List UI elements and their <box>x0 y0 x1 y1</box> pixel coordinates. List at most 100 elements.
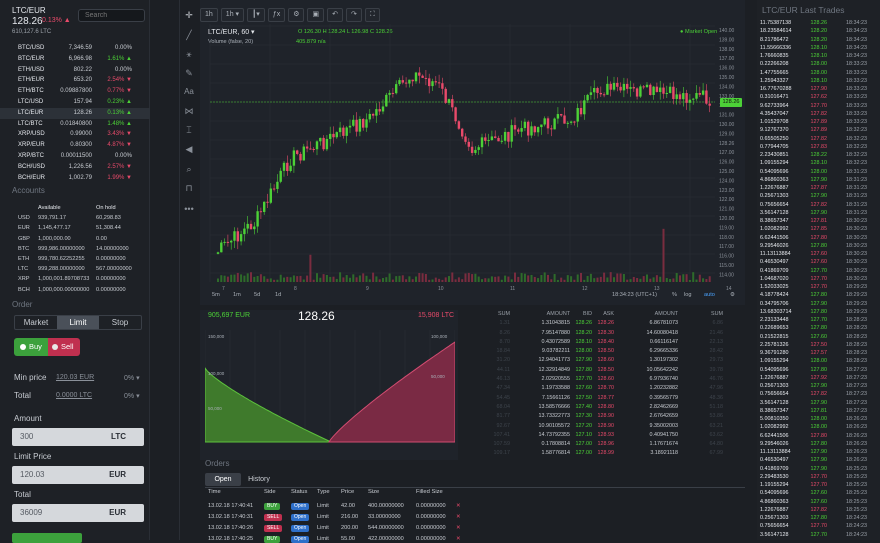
orderbook-row[interactable]: 54.45 7.15661126 127.50 128.77 0.39565779 48.… <box>460 394 745 403</box>
ask-sum: 67.99 <box>709 450 724 457</box>
orderbook-row[interactable]: 81.77 13.73322773 127.30 128.90 2.67642659 53… <box>460 412 745 421</box>
orderbook-row[interactable]: 1.31 1.31043815 128.26 128.26 6.86781073 6.86 <box>460 319 745 328</box>
amount-field[interactable]: 300 LTC <box>12 428 144 446</box>
trade-amount: 2.25781326 <box>760 341 789 348</box>
trade-time: 18:31:23 <box>846 168 867 175</box>
undo-icon[interactable]: ↶ <box>327 8 343 22</box>
volume-bar <box>652 277 655 282</box>
orderbook-row[interactable]: 46.13 2.02920555 127.70 128.60 6.97936740 46.… <box>460 375 745 384</box>
total-pct[interactable]: 0% ▾ <box>124 393 140 400</box>
magnet-icon[interactable]: ⊓ <box>185 183 193 193</box>
volume-bar <box>589 273 592 282</box>
depth-svg: 150,000 100,000 50,000 100,000 50,000 <box>205 330 455 443</box>
orderbook-row[interactable]: 68.04 13.58576666 127.40 128.80 2.82462669 51… <box>460 403 745 412</box>
tab-market[interactable]: Market <box>23 318 49 327</box>
tab-stop[interactable]: Stop <box>111 318 129 327</box>
cancel-order-icon[interactable]: ✕ <box>456 525 461 531</box>
market-row[interactable]: XRP/BTC 0.00011500 0.00% <box>0 151 150 162</box>
pattern-icon[interactable]: ⋈ <box>184 106 194 116</box>
market-row[interactable]: BTC/USD 7,346.59 0.00% <box>0 43 150 54</box>
fullscreen-icon[interactable]: ⛶ <box>364 8 380 22</box>
market-row[interactable]: LTC/EUR 128.26 0.13% ▲ <box>0 107 150 119</box>
order-row[interactable]: 13.02.18 17:40:41 BUY Open Limit 42.00 400.00… <box>208 503 466 510</box>
market-row[interactable]: ETH/BTC 0.09887800 0.77% ▼ <box>0 86 150 97</box>
range-1m-button[interactable]: 1m <box>233 292 241 298</box>
ask-sum: 22.13 <box>709 338 724 345</box>
sell-button[interactable]: Sell <box>48 338 80 356</box>
redo-icon[interactable]: ↷ <box>345 8 362 22</box>
market-row[interactable]: XRP/USD 0.99000 3.43% ▼ <box>0 129 150 140</box>
arrow-down-icon: ▼ <box>124 88 132 95</box>
orderbook-row[interactable]: 8.26 7.95147880 128.20 128.30 14.60080418 21.… <box>460 329 745 338</box>
zoom-icon[interactable]: ⌕ <box>186 164 192 174</box>
crosshair-icon[interactable]: ✛ <box>185 10 193 20</box>
indicators-icon[interactable]: ƒx <box>267 8 286 22</box>
trade-row: 2.23430851 128.22 18:32:23 <box>760 151 867 159</box>
total-field[interactable]: 36009 EUR <box>12 504 144 522</box>
market-row[interactable]: BCH/EUR 1,002.79 1.99% ▼ <box>0 173 150 184</box>
orderbook-row[interactable]: 44.11 12.32914849 127.80 128.50 10.05642242 3… <box>460 366 745 375</box>
interval-button[interactable]: 1h <box>200 8 218 22</box>
total-value[interactable]: 0.0000 LTC <box>56 392 93 399</box>
market-row[interactable]: LTC/BTC 0.01840800 1.48% ▲ <box>0 119 150 130</box>
tab-history[interactable]: History <box>248 476 270 483</box>
range-5d-button[interactable]: 5d <box>254 292 261 298</box>
range-1d-button[interactable]: 1d <box>275 292 282 298</box>
brush-icon[interactable]: ✎ <box>185 68 193 78</box>
market-row[interactable]: XRP/EUR 0.80300 4.87% ▼ <box>0 140 150 151</box>
tab-limit[interactable]: Limit <box>57 316 99 329</box>
min-price-value[interactable]: 120.03 EUR <box>56 374 95 381</box>
orderbook-row[interactable]: 107.41 14.73792355 127.10 128.93 0.40941750 6… <box>460 431 745 440</box>
market-row[interactable]: BTC/EUR 6,966.98 1.61% ▲ <box>0 54 150 65</box>
volume-bar <box>421 273 424 282</box>
chart-settings-icon[interactable]: ⚙ <box>730 292 736 298</box>
market-row[interactable]: LTC/USD 157.94 0.23% ▲ <box>0 97 150 108</box>
cancel-order-icon[interactable]: ✕ <box>456 536 461 542</box>
place-order-button[interactable] <box>12 533 82 543</box>
cancel-order-icon[interactable]: ✕ <box>456 503 461 509</box>
orderbook-row[interactable]: 107.59 0.17808814 127.00 128.96 1.17671674 64… <box>460 440 745 449</box>
min-price-pct[interactable]: 0% ▾ <box>124 375 140 382</box>
orderbook-row[interactable]: 47.34 1.19733588 127.60 128.70 1.20232882 47.… <box>460 384 745 393</box>
volume-bar <box>477 276 480 282</box>
order-row[interactable]: 13.02.18 17:40:31 SELL Open Limit 216.00 33.0… <box>208 514 466 521</box>
arrow-left-icon[interactable]: ◀ <box>185 144 193 154</box>
candle-body <box>259 211 263 213</box>
trade-time: 18:28:23 <box>846 350 867 356</box>
candle-body <box>573 121 576 123</box>
orderbook-row[interactable]: 8.70 0.43072589 128.10 128.40 0.66116147 22.1… <box>460 338 745 347</box>
market-row[interactable]: ETH/USD 802.22 0.00% <box>0 65 150 76</box>
orderbook-row[interactable]: 31.20 12.94041773 127.90 128.60 1.30197302 29… <box>460 356 745 365</box>
search-input[interactable] <box>78 9 145 22</box>
scale-percent-button[interactable]: % <box>672 292 677 298</box>
orderbook-row[interactable]: 18.84 9.03782211 128.00 128.50 6.29665336 28.… <box>460 347 745 356</box>
cancel-order-icon[interactable]: ✕ <box>456 514 461 520</box>
order-row[interactable]: 13.02.18 17:40:26 SELL Open Limit 200.00 544.… <box>208 525 466 532</box>
trade-amount: 0.41869709 <box>760 267 789 274</box>
limit-price-field[interactable]: 120.03 EUR <box>12 466 144 484</box>
trade-time: 18:28:23 <box>846 341 867 348</box>
scale-auto-button[interactable]: auto <box>704 292 715 298</box>
more-icon[interactable]: ••• <box>184 204 194 214</box>
fib-icon[interactable]: ⚹ <box>186 49 192 59</box>
candle-type-icon[interactable]: ┃▾ <box>247 8 265 22</box>
text-icon[interactable]: Aa <box>184 87 194 96</box>
trade-price: 127.80 <box>810 440 828 447</box>
buy-button[interactable]: Buy <box>14 338 48 356</box>
market-row[interactable]: ETH/EUR 653.20 2.54% ▼ <box>0 75 150 86</box>
scale-log-button[interactable]: log <box>684 292 692 298</box>
market-row[interactable]: BCH/USD 1,226.56 2.57% ▼ <box>0 162 150 173</box>
volume-bar <box>510 279 513 282</box>
snapshot-icon[interactable]: ▣ <box>307 8 325 22</box>
orders-title: Orders <box>205 459 230 468</box>
tab-open[interactable]: Open <box>205 473 241 486</box>
trendline-icon[interactable]: ╱ <box>186 30 192 40</box>
range-5m-button[interactable]: 5m <box>212 292 220 298</box>
settings-icon[interactable]: ⚙ <box>288 8 305 22</box>
trade-amount: 1.01529708 <box>760 119 789 125</box>
trade-time: 18:24:23 <box>846 523 867 530</box>
interval-menu[interactable]: 1h ▾ <box>220 8 245 22</box>
orderbook-row[interactable]: 109.17 1.58776814 127.00 128.99 3.18921118 67… <box>460 449 745 458</box>
measure-icon[interactable]: ⌶ <box>186 125 192 135</box>
orderbook-row[interactable]: 92.67 10.90105572 127.20 128.90 9.35002003 63… <box>460 422 745 431</box>
